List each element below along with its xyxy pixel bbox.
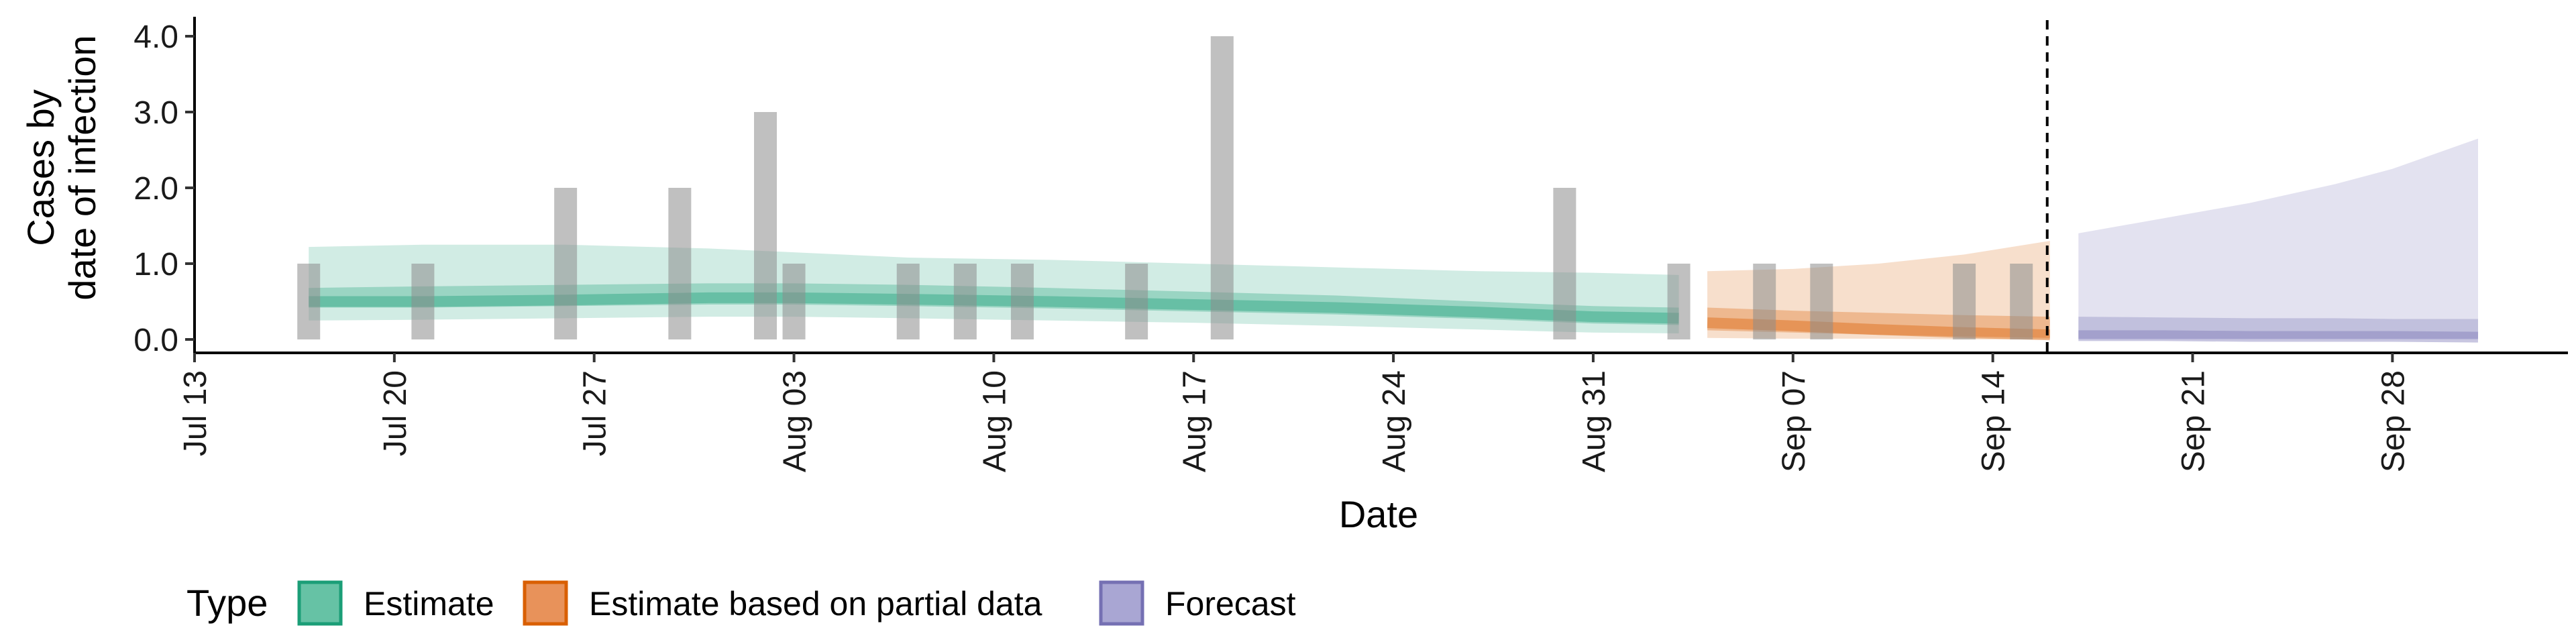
y-ticks: 0.0 1.0 2.0 3.0 4.0 bbox=[133, 19, 195, 358]
estimate-90-band bbox=[309, 244, 1679, 333]
reported-case-bar bbox=[668, 188, 692, 339]
legend: Type Estimate Estimate based on partial … bbox=[186, 580, 1296, 626]
reported-case-bar bbox=[1667, 264, 1690, 339]
x-tick-label: Sep 21 bbox=[2176, 370, 2212, 472]
reported-case-bar bbox=[754, 112, 777, 339]
y-tick-label: 2.0 bbox=[133, 171, 178, 207]
x-tick-label: Jul 27 bbox=[578, 370, 613, 456]
reported-case-bar bbox=[953, 264, 977, 339]
x-tick-label: Aug 03 bbox=[777, 370, 813, 472]
reported-case-bar bbox=[297, 264, 321, 339]
reported-case-bar bbox=[782, 264, 806, 339]
x-tick-label: Sep 28 bbox=[2375, 370, 2411, 472]
x-axis-title: Date bbox=[1339, 493, 1418, 535]
legend-key-estimate bbox=[297, 580, 343, 626]
reported-case-bar bbox=[1125, 264, 1148, 339]
reported-case-bar bbox=[1753, 264, 1776, 339]
forecast-median-line bbox=[2078, 330, 2479, 343]
reported-case-bar bbox=[1553, 188, 1576, 339]
reported-case-bar bbox=[411, 264, 435, 339]
reported-case-bar bbox=[896, 264, 920, 339]
x-tick-label: Sep 07 bbox=[1776, 370, 1812, 472]
y-tick-label: 1.0 bbox=[133, 247, 178, 282]
y-tick-label: 0.0 bbox=[133, 323, 178, 358]
y-tick-label: 4.0 bbox=[133, 19, 178, 55]
reported-case-bar bbox=[1210, 36, 1234, 339]
ribbon-layer bbox=[309, 138, 2479, 343]
reported-case-bar bbox=[554, 188, 578, 339]
legend-label-partial: Estimate based on partial data bbox=[589, 585, 1042, 623]
reported-case-bar bbox=[1953, 264, 1976, 339]
estimate-50-band bbox=[309, 283, 1679, 325]
reported-case-bar bbox=[1810, 264, 1833, 339]
y-axis-title-line-1: Cases by bbox=[19, 89, 62, 246]
y-axis-title-line-2: date of infection bbox=[61, 35, 103, 300]
forecast-50-band bbox=[2078, 317, 2478, 339]
x-tick-label: Aug 31 bbox=[1576, 370, 1612, 472]
legend-label-forecast: Forecast bbox=[1165, 585, 1296, 623]
x-tick-label: Jul 20 bbox=[378, 370, 413, 456]
x-tick-label: Aug 10 bbox=[977, 370, 1012, 472]
reported-case-bar bbox=[1010, 264, 1034, 339]
estimate-median-line bbox=[309, 292, 1679, 324]
legend-label-estimate: Estimate bbox=[364, 585, 494, 623]
reported-case-bar bbox=[2010, 264, 2033, 339]
x-tick-label: Jul 13 bbox=[178, 370, 213, 456]
legend-key-forecast bbox=[1099, 580, 1144, 626]
x-ticks: Jul 13 Jul 20 Jul 27 Aug 03 Aug 10 Aug 17 Aug … bbox=[178, 353, 2411, 472]
forecast-90-band bbox=[2078, 138, 2478, 339]
reported-cases-layer bbox=[297, 36, 2033, 339]
legend-title: Type bbox=[186, 582, 268, 624]
axes bbox=[193, 17, 2568, 354]
legend-key-partial bbox=[523, 580, 568, 626]
y-tick-label: 3.0 bbox=[133, 95, 178, 131]
x-tick-label: Sep 14 bbox=[1976, 370, 2012, 472]
x-tick-label: Aug 24 bbox=[1377, 370, 1412, 472]
x-tick-label: Aug 17 bbox=[1177, 370, 1212, 472]
